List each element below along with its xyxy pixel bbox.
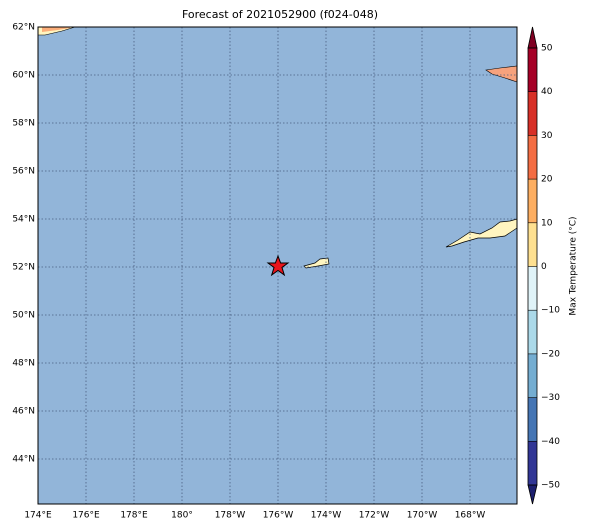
location-marker	[266, 254, 290, 277]
lat-label: 46°N	[12, 407, 35, 417]
colorbar-extend-top	[527, 26, 538, 49]
lon-label: 178°W	[215, 511, 246, 521]
lon-label: 172°W	[359, 511, 390, 521]
colorbar-bin	[528, 397, 537, 442]
colorbar-tick-label: 10	[541, 218, 553, 228]
land-warm	[42, 27, 70, 32]
lat-label: 52°N	[12, 263, 35, 273]
lon-label: 174°W	[311, 511, 342, 521]
map-frame	[37, 26, 518, 505]
colorbar-bin	[528, 91, 537, 136]
colorbar-tick-label: −10	[541, 306, 560, 316]
lat-label: 58°N	[12, 119, 35, 129]
colorbar-bin	[528, 135, 537, 180]
colorbar-bin	[528, 441, 537, 485]
colorbar-tick-label: 0	[541, 262, 547, 272]
lon-label: 168°W	[455, 511, 486, 521]
colorbar-tick-label: 40	[541, 87, 553, 97]
map-title: Forecast of 2021052900 (f024-048)	[182, 8, 378, 21]
colorbar-tick-label: −20	[541, 349, 560, 359]
colorbar-bin	[528, 353, 537, 398]
lat-label: 62°N	[12, 23, 35, 33]
colorbar-bin	[528, 266, 537, 311]
colorbar-tick-label: 50	[541, 44, 553, 54]
lat-label: 44°N	[12, 455, 35, 465]
colorbar	[527, 26, 538, 505]
island	[303, 257, 330, 269]
colorbar-tick-label: 20	[541, 175, 553, 185]
colorbar-bin	[528, 179, 537, 223]
colorbar-tick-label: −30	[541, 393, 560, 403]
map-panel	[37, 26, 518, 505]
lon-label: 180°	[171, 511, 193, 521]
lat-label: 60°N	[12, 71, 35, 81]
lat-label: 50°N	[12, 311, 35, 321]
colorbar-label: Max Temperature (°C)	[569, 216, 579, 315]
lat-label: 54°N	[12, 215, 35, 225]
lon-label: 176°W	[263, 511, 294, 521]
colorbar-bin	[528, 310, 537, 354]
lat-label: 56°N	[12, 167, 35, 177]
lon-label: 170°W	[407, 511, 438, 521]
lon-label: 174°E	[24, 511, 52, 521]
colorbar-extend-bottom	[527, 484, 538, 505]
colorbar-bin	[528, 48, 537, 92]
lon-label: 176°E	[72, 511, 100, 521]
colorbar-tick-label: 30	[541, 131, 553, 141]
colorbar-tick-label: −40	[541, 437, 560, 447]
lat-label: 48°N	[12, 359, 35, 369]
lon-label: 178°E	[120, 511, 148, 521]
colorbar-bin	[528, 222, 537, 267]
colorbar-tick-label: −50	[541, 481, 560, 491]
